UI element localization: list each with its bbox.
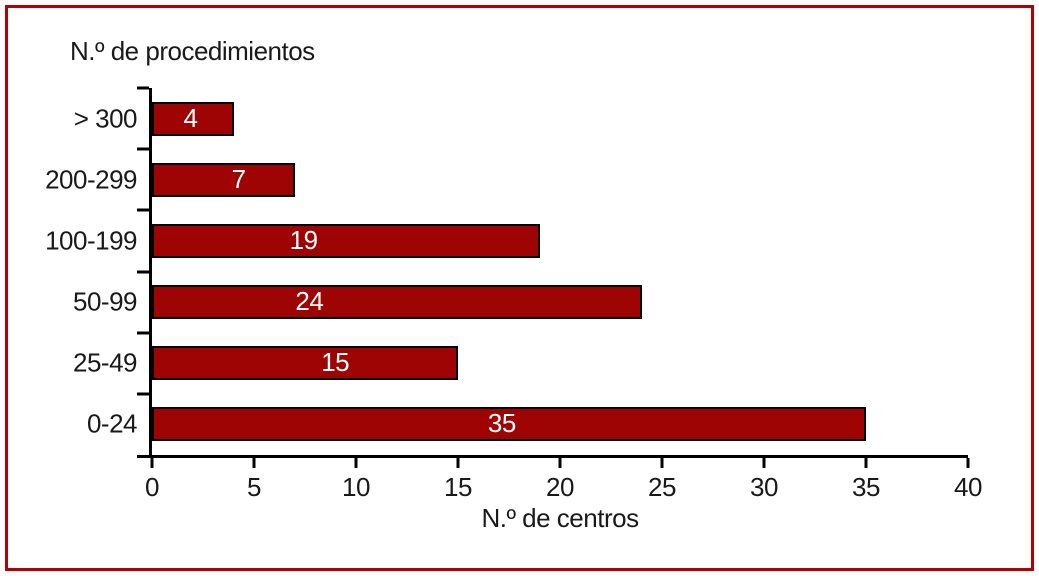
chart-row: 200-299 7	[45, 149, 968, 210]
x-axis-tick	[762, 458, 766, 468]
bar-5099: 24	[152, 285, 642, 320]
x-tick-label: 35	[852, 472, 880, 502]
y-axis-tick	[137, 208, 149, 212]
x-axis-tick	[966, 458, 970, 468]
bar-value-label: 7	[231, 163, 246, 194]
y-axis-category-label: > 300	[73, 103, 138, 134]
y-axis-tick	[137, 392, 149, 396]
y-axis-tick	[137, 331, 149, 335]
y-axis-category-label: 200-299	[45, 164, 137, 195]
y-axis-tick	[137, 147, 149, 151]
x-axis-tick	[456, 458, 460, 468]
x-tick-label: 25	[648, 472, 676, 502]
x-axis-tick	[252, 458, 256, 468]
x-tick-label: 15	[444, 472, 472, 502]
x-tick-label: 5	[247, 472, 261, 502]
y-axis-tick	[137, 270, 149, 273]
bar-value-label: 24	[295, 285, 324, 316]
y-axis-tick	[137, 86, 149, 90]
bar-100199: 19	[152, 223, 540, 258]
bar-200299: 7	[152, 162, 295, 197]
x-axis-line	[137, 455, 968, 458]
chart-row: 0-24 35	[87, 394, 968, 455]
x-axis-tick	[558, 458, 562, 468]
y-axis-category-label: 100-199	[45, 225, 137, 256]
chart-row: 100-199 19	[45, 210, 968, 271]
bar-value-label: 4	[183, 102, 198, 133]
x-tick-label: 20	[546, 472, 574, 502]
chart-row: 25-49 15	[73, 333, 968, 394]
chart-row: > 300 4	[74, 88, 968, 149]
y-axis-category-label: 0-24	[86, 408, 138, 439]
bar-300: 4	[152, 101, 234, 136]
bar-rows: > 300 4 200-299 7 100-199 19 50-99 24 25-49 15 0-2…	[45, 88, 968, 455]
bar-024: 35	[152, 407, 866, 442]
x-tick-label: 40	[954, 472, 982, 502]
x-axis-tick	[660, 458, 664, 468]
bar-value-label: 35	[487, 408, 516, 439]
bar-2549: 15	[152, 346, 458, 381]
y-axis-line	[149, 88, 152, 458]
chart-row: 50-99 24	[73, 272, 968, 333]
plot-area: > 300 4 200-299 7 100-199 19 50-99 24 25-49 15 0-2…	[45, 86, 982, 533]
x-axis-tick	[354, 458, 358, 468]
chart-title: N.º de procedimientos	[70, 36, 315, 66]
x-tick-label: 10	[342, 472, 370, 502]
y-axis-category-label: 25-49	[73, 347, 138, 378]
x-tick-label: 30	[750, 472, 778, 502]
bar-value-label: 19	[289, 224, 318, 255]
x-tick-label: 0	[145, 472, 159, 502]
x-axis-tick	[150, 458, 154, 468]
y-axis-category-label: 50-99	[73, 286, 138, 317]
bar-value-label: 15	[321, 347, 350, 378]
x-axis-tick	[864, 458, 868, 468]
x-axis-title: N.º de centros	[481, 503, 639, 533]
